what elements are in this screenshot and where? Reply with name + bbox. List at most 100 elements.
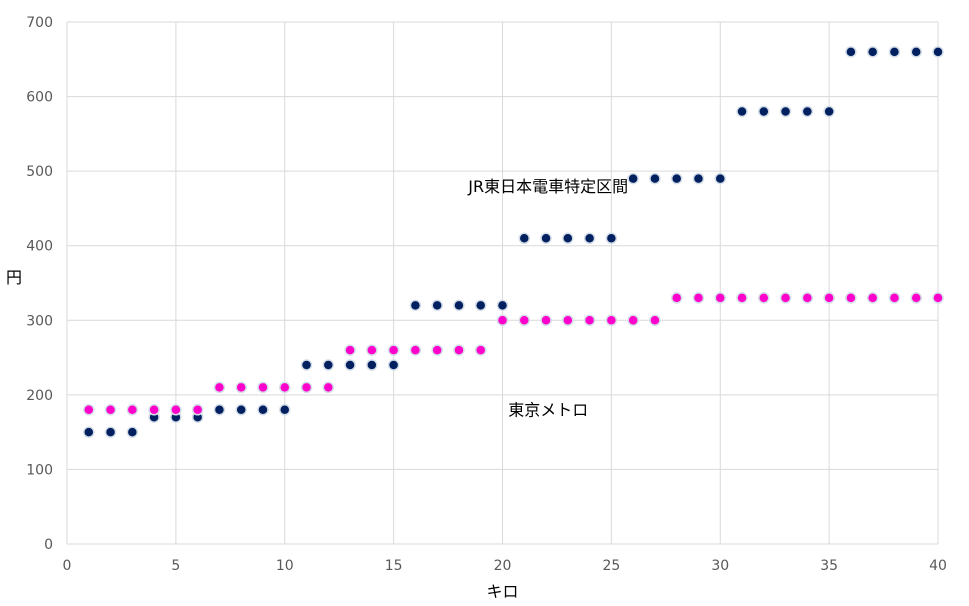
y-tick-label-7: 700 <box>26 15 53 31</box>
series-0-point-22 <box>562 232 574 245</box>
x-axis-title: キロ <box>486 582 518 601</box>
grid-lines <box>66 21 939 545</box>
series-1-point-24 <box>605 314 618 327</box>
series-0-point-6 <box>213 404 226 416</box>
series-0-point-26 <box>649 172 661 185</box>
series-0-point-35 <box>845 46 857 58</box>
x-tick-label-4: 20 <box>494 558 512 574</box>
y-tick-label-4: 400 <box>26 239 53 255</box>
series-1-point-0 <box>83 404 95 416</box>
series-1-point-34 <box>823 292 835 304</box>
y-tick-label-0: 0 <box>44 537 53 553</box>
series-1-point-32 <box>779 292 792 304</box>
x-tick-label-5: 25 <box>602 558 620 574</box>
series-1-point-6 <box>213 381 226 394</box>
series-0-point-15 <box>409 299 422 312</box>
series-1-point-26 <box>649 314 661 327</box>
series-0-point-8 <box>257 404 269 416</box>
x-tick-label-6: 30 <box>711 558 729 574</box>
series-1-point-7 <box>235 381 247 394</box>
series-1-point-8 <box>257 381 269 394</box>
x-tick-label-1: 5 <box>171 558 180 574</box>
series-1-point-36 <box>866 292 879 304</box>
series-1-point-15 <box>409 344 422 356</box>
series-1-point-23 <box>583 314 596 327</box>
series-1-point-1 <box>104 404 117 416</box>
series-1-point-20 <box>518 314 531 327</box>
series-0-point-30 <box>736 105 748 118</box>
series-0-point-14 <box>387 359 400 371</box>
series-0-point-23 <box>583 232 596 245</box>
x-tick-label-2: 10 <box>276 558 294 574</box>
series-1-point-37 <box>888 292 901 304</box>
series-1-point-38 <box>910 292 922 304</box>
series-0-point-17 <box>453 299 465 312</box>
series-0-point-38 <box>910 46 922 58</box>
x-tick-label-0: 0 <box>63 558 72 574</box>
series-0-point-27 <box>670 172 683 185</box>
series-1-point-29 <box>714 292 726 304</box>
series-1-point-16 <box>431 344 443 356</box>
x-tick-label-7: 35 <box>820 558 838 574</box>
series-0-point-36 <box>866 46 879 58</box>
data-series <box>83 46 944 438</box>
series-1-point-21 <box>540 314 552 327</box>
series-0 <box>83 46 944 438</box>
y-tick-label-1: 100 <box>26 462 53 478</box>
series-1-point-25 <box>627 314 639 327</box>
y-tick-label-2: 200 <box>26 388 53 404</box>
series-0-point-12 <box>344 359 356 371</box>
x-tick-label-3: 15 <box>385 558 403 574</box>
annotation-0: JR東日本電車特定区間 <box>467 177 628 196</box>
series-0-point-19 <box>496 299 509 312</box>
series-1-point-10 <box>300 381 313 394</box>
y-axis-title: 円 <box>6 268 22 287</box>
series-0-point-10 <box>300 359 313 371</box>
series-1-point-12 <box>344 344 356 356</box>
series-1-point-27 <box>670 292 683 304</box>
series-0-point-37 <box>888 46 901 58</box>
series-0-point-31 <box>758 105 770 118</box>
series-1-point-4 <box>170 404 182 416</box>
series-0-point-13 <box>366 359 378 371</box>
series-0-point-11 <box>322 359 335 371</box>
series-0-point-1 <box>104 426 117 438</box>
series-1-point-5 <box>191 404 204 416</box>
y-tick-label-6: 600 <box>26 90 53 106</box>
series-0-point-21 <box>540 232 552 245</box>
tick-labels: 0 100 200 300 400 500 600 700 0 5 10 15 20 25 30 35 40 <box>26 15 947 574</box>
annotation-1: 東京メトロ <box>508 401 588 420</box>
series-1-point-30 <box>736 292 748 304</box>
series-1-point-14 <box>387 344 400 356</box>
series-0-point-18 <box>474 299 487 312</box>
y-tick-label-3: 300 <box>26 313 53 329</box>
series-0-point-16 <box>431 299 443 312</box>
series-0-point-33 <box>801 105 814 118</box>
series-1-point-19 <box>496 314 509 327</box>
series-1-point-17 <box>453 344 465 356</box>
x-tick-label-8: 40 <box>929 558 947 574</box>
series-1-point-33 <box>801 292 814 304</box>
series-0-point-20 <box>518 232 531 245</box>
series-1-point-9 <box>279 381 291 394</box>
series-0-point-29 <box>714 172 726 185</box>
series-1-point-11 <box>322 381 335 394</box>
series-0-point-0 <box>83 426 95 438</box>
series-1-point-22 <box>562 314 574 327</box>
series-0-point-25 <box>627 172 639 185</box>
series-0-point-28 <box>692 172 705 185</box>
series-1-point-2 <box>126 404 139 416</box>
series-0-point-7 <box>235 404 247 416</box>
series-0-point-32 <box>779 105 792 118</box>
series-0-point-34 <box>823 105 835 118</box>
series-0-point-9 <box>279 404 291 416</box>
series-1-point-39 <box>932 292 944 304</box>
series-1-point-3 <box>148 404 160 416</box>
series-1-point-13 <box>366 344 378 356</box>
series-1-point-31 <box>758 292 770 304</box>
series-1-point-35 <box>845 292 857 304</box>
series-0-point-2 <box>126 426 139 438</box>
series-0-point-24 <box>605 232 618 245</box>
